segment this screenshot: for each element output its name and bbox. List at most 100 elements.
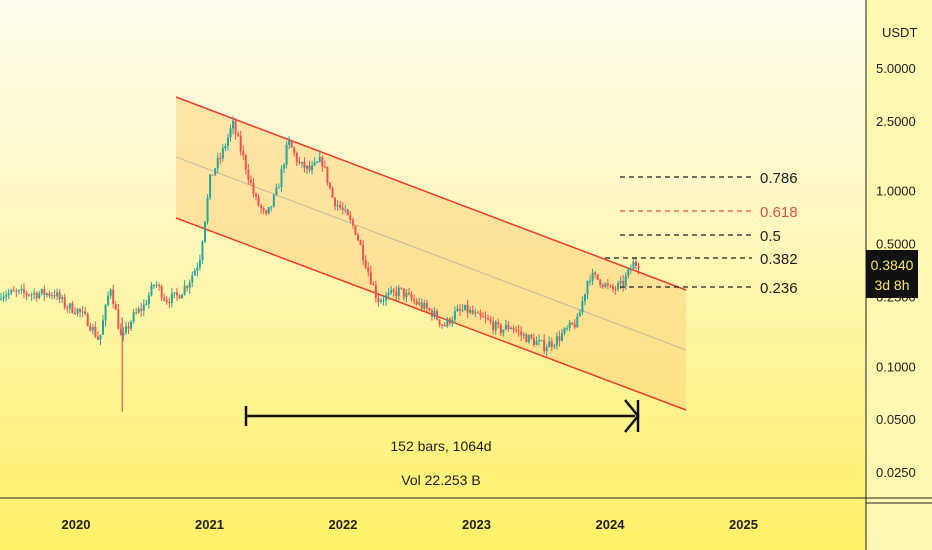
candle-body bbox=[219, 157, 222, 159]
candle-body bbox=[497, 322, 500, 325]
year-tick-labels: 2020 2021 2022 2023 2024 2025 bbox=[62, 517, 758, 532]
candle-body bbox=[341, 207, 344, 210]
candle-body bbox=[226, 137, 229, 147]
candle-body bbox=[158, 284, 161, 287]
candle-body bbox=[316, 161, 319, 163]
candle-body bbox=[436, 311, 439, 320]
candle-body bbox=[423, 303, 426, 309]
candle-body bbox=[395, 291, 398, 296]
candle-body bbox=[323, 166, 326, 168]
candle-body bbox=[446, 318, 449, 327]
candle-body bbox=[214, 168, 217, 175]
candle-body bbox=[512, 327, 515, 330]
candle-body bbox=[443, 324, 446, 327]
price-tick-label: 2.5000 bbox=[876, 114, 916, 129]
candle-body bbox=[535, 341, 538, 345]
candle-body bbox=[313, 162, 316, 166]
fib-level-label: 0.382 bbox=[760, 251, 798, 268]
price-tick-label: 0.5000 bbox=[876, 237, 916, 252]
candle-body bbox=[58, 292, 61, 299]
candle-body bbox=[617, 283, 620, 290]
candle-body bbox=[624, 275, 627, 286]
candle-body bbox=[510, 327, 512, 329]
candle-body bbox=[63, 297, 66, 308]
regression-channel[interactable] bbox=[175, 96, 687, 411]
year-tick-label: 2023 bbox=[462, 517, 491, 532]
candle-body bbox=[7, 292, 10, 296]
candle-body bbox=[527, 334, 530, 343]
fibonacci-retracement[interactable]: 0.786 0.618 0.5 0.382 0.236 bbox=[605, 170, 798, 297]
candle-body bbox=[244, 155, 247, 170]
price-tick-label: 0.1000 bbox=[876, 359, 916, 374]
candle-body bbox=[275, 188, 278, 195]
candle-body bbox=[397, 287, 400, 296]
candle-body bbox=[558, 336, 561, 341]
channel-mid-line[interactable] bbox=[175, 156, 687, 351]
candle-body bbox=[550, 341, 553, 347]
channel-upper-line[interactable] bbox=[175, 96, 687, 291]
candle-body bbox=[239, 136, 242, 152]
candle-body bbox=[196, 267, 199, 271]
candle-body bbox=[346, 209, 349, 216]
candle-body bbox=[186, 285, 189, 288]
candle-body bbox=[283, 164, 286, 169]
candle-body bbox=[147, 295, 150, 304]
fib-level-label: 0.618 bbox=[760, 204, 798, 221]
candle-body bbox=[599, 279, 602, 285]
candle-body bbox=[308, 165, 311, 171]
candle-body bbox=[73, 312, 76, 314]
candle-body bbox=[293, 147, 296, 153]
candle-body bbox=[270, 206, 273, 208]
candle-body bbox=[586, 281, 589, 295]
candle-body bbox=[382, 300, 385, 302]
candle-body bbox=[461, 310, 464, 312]
candle-body bbox=[188, 282, 191, 288]
candle-body bbox=[130, 321, 133, 329]
candle-body bbox=[402, 288, 405, 298]
candle-body bbox=[56, 292, 59, 297]
candle-body bbox=[117, 309, 120, 329]
last-price-badge: 0.3840 3d 8h bbox=[866, 250, 918, 298]
candle-body bbox=[249, 179, 252, 183]
candle-body bbox=[425, 303, 428, 309]
candle-body bbox=[374, 285, 377, 299]
candle-body bbox=[561, 333, 563, 341]
year-tick-label: 2020 bbox=[62, 517, 91, 532]
candle-body bbox=[344, 209, 347, 211]
candle-body bbox=[68, 303, 71, 309]
candle-body bbox=[441, 324, 444, 326]
candle-body bbox=[410, 294, 413, 300]
candle-body bbox=[377, 298, 380, 302]
currency-label: USDT bbox=[882, 25, 917, 40]
candle-body bbox=[242, 151, 245, 156]
candle-body bbox=[262, 208, 265, 211]
candle-body bbox=[285, 144, 288, 165]
candle-body bbox=[260, 205, 263, 209]
candle-body bbox=[606, 283, 609, 286]
candle-body bbox=[331, 187, 334, 198]
candle-body bbox=[150, 285, 153, 296]
candle-body bbox=[433, 311, 436, 317]
candle-body bbox=[583, 294, 586, 302]
candle-body bbox=[40, 289, 43, 294]
candle-body bbox=[428, 308, 431, 311]
candle-body bbox=[15, 291, 18, 293]
date-range-tool[interactable] bbox=[244, 399, 640, 433]
candle-body bbox=[30, 294, 33, 296]
candle-body bbox=[459, 308, 461, 311]
candle-body bbox=[201, 241, 204, 261]
candle-body bbox=[573, 324, 576, 328]
candle-body bbox=[494, 322, 497, 331]
candle-body bbox=[487, 318, 490, 320]
candle-body bbox=[127, 326, 130, 329]
candle-body bbox=[272, 194, 275, 207]
candle-body bbox=[96, 336, 99, 340]
candle-body bbox=[351, 219, 354, 226]
candle-body bbox=[489, 319, 492, 322]
candle-body bbox=[267, 207, 270, 214]
candle-body bbox=[10, 290, 13, 293]
year-tick-label: 2025 bbox=[729, 517, 758, 532]
candle-body bbox=[336, 205, 339, 207]
candle-body bbox=[288, 140, 291, 145]
